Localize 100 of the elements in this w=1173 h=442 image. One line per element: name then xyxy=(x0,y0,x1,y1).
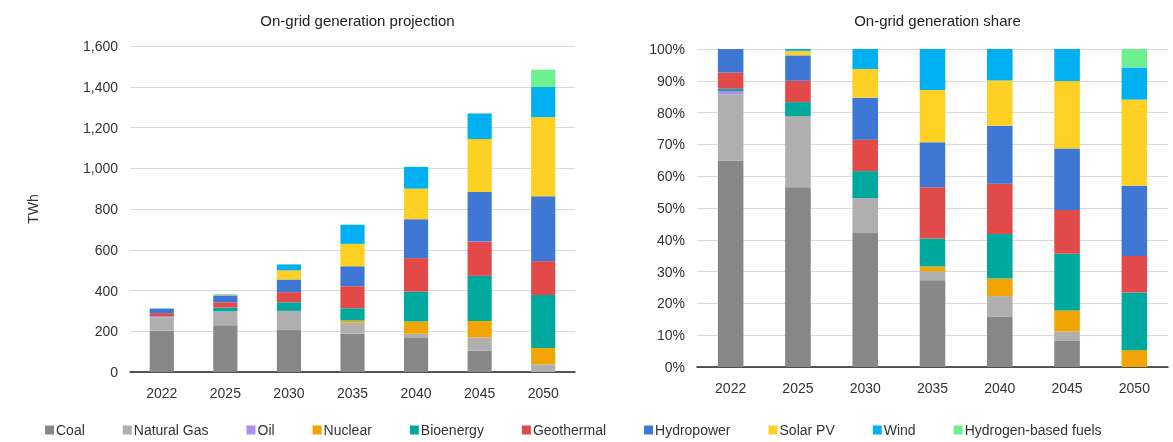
x-tick-label: 2035 xyxy=(336,385,369,401)
bar xyxy=(531,261,556,295)
bar xyxy=(1121,185,1148,257)
bar xyxy=(340,224,365,244)
y-tick-label: 80% xyxy=(656,104,685,121)
x-tick-label: 2035 xyxy=(916,380,949,396)
bar xyxy=(467,350,492,372)
y-tick-label: 1,200 xyxy=(82,119,119,136)
bar xyxy=(987,316,1013,367)
bar xyxy=(1121,49,1148,68)
bar xyxy=(467,113,492,140)
bar xyxy=(1121,99,1148,186)
bar xyxy=(531,347,556,365)
bar xyxy=(531,117,556,197)
y-tick-label: 50% xyxy=(656,200,685,216)
bar xyxy=(785,55,811,81)
legend-label: Hydrogen-based fuels xyxy=(964,422,1102,438)
bar xyxy=(1054,253,1080,311)
bar xyxy=(717,160,744,367)
bar xyxy=(403,188,429,220)
bar xyxy=(1121,256,1148,293)
bar xyxy=(276,264,302,271)
bar xyxy=(852,69,878,98)
bar xyxy=(852,97,878,140)
x-tick-label: 2030 xyxy=(849,380,881,396)
y-tick-label: 90% xyxy=(656,72,685,89)
bar xyxy=(403,291,429,322)
y-tick-label: 400 xyxy=(94,282,119,299)
bar xyxy=(852,198,878,234)
bar xyxy=(717,94,744,161)
bar xyxy=(919,49,946,91)
bar xyxy=(340,320,365,323)
bar xyxy=(1121,292,1148,351)
bar xyxy=(785,116,811,188)
x-tick-label: 2050 xyxy=(527,385,559,401)
bar xyxy=(1054,81,1080,149)
x-tick-label: 2025 xyxy=(782,380,814,396)
y-tick-label: 30% xyxy=(656,263,685,280)
x-tick-label: 2040 xyxy=(400,385,432,401)
y-tick-label: 200 xyxy=(94,323,119,340)
bar xyxy=(467,337,492,351)
bar xyxy=(340,243,365,267)
bar xyxy=(1054,340,1080,367)
bar xyxy=(213,302,238,308)
bar xyxy=(213,325,238,372)
bar xyxy=(919,90,946,143)
legend-label: Bioenergy xyxy=(420,422,484,438)
legend-label: Coal xyxy=(56,422,85,438)
bar xyxy=(403,258,429,292)
y-tick-label: 0% xyxy=(664,359,685,375)
bar xyxy=(785,102,811,117)
bar xyxy=(987,125,1013,184)
bar xyxy=(852,171,878,199)
bar xyxy=(403,219,429,259)
bar xyxy=(852,233,878,367)
y-tick-label: 70% xyxy=(656,136,685,153)
bar xyxy=(467,275,492,322)
legend-label: Natural Gas xyxy=(133,422,209,438)
bar xyxy=(276,292,302,303)
bar xyxy=(785,80,811,103)
bar xyxy=(403,321,429,334)
y-tick-label: 1,600 xyxy=(82,38,119,54)
y-axis-title: TWh xyxy=(25,194,41,224)
bar xyxy=(987,183,1013,235)
y-tick-label: 10% xyxy=(656,327,685,344)
bar xyxy=(987,296,1013,317)
legend-label: Solar PV xyxy=(779,422,836,438)
x-tick-label: 2022 xyxy=(715,380,747,396)
bar xyxy=(919,142,946,188)
bar xyxy=(213,311,238,326)
x-tick-label: 2045 xyxy=(1051,380,1083,396)
bar xyxy=(340,286,365,309)
x-tick-label: 2025 xyxy=(209,385,242,401)
bar xyxy=(340,266,365,287)
bar xyxy=(717,49,744,73)
bar xyxy=(149,330,174,372)
bar xyxy=(403,166,429,189)
bar xyxy=(852,139,878,172)
bar xyxy=(531,364,556,372)
bar xyxy=(1121,67,1148,100)
y-tick-label: 20% xyxy=(656,295,685,312)
x-tick-label: 2050 xyxy=(1118,380,1151,396)
x-tick-label: 2045 xyxy=(464,385,496,401)
bar xyxy=(340,322,365,334)
bar xyxy=(919,280,946,367)
y-tick-label: 1,400 xyxy=(82,78,119,95)
bar xyxy=(340,333,365,372)
bar xyxy=(919,187,946,239)
bar xyxy=(919,238,946,267)
legend-label: Hydropower xyxy=(655,422,731,438)
bar xyxy=(403,337,429,372)
y-tick-label: 800 xyxy=(94,201,119,217)
y-tick-label: 1,000 xyxy=(82,160,119,177)
x-tick-label: 2022 xyxy=(146,385,178,401)
bar xyxy=(467,241,492,276)
bar xyxy=(987,80,1013,126)
bar xyxy=(785,187,811,367)
bar xyxy=(340,308,365,321)
y-tick-label: 100% xyxy=(649,41,685,57)
bar xyxy=(467,139,492,192)
